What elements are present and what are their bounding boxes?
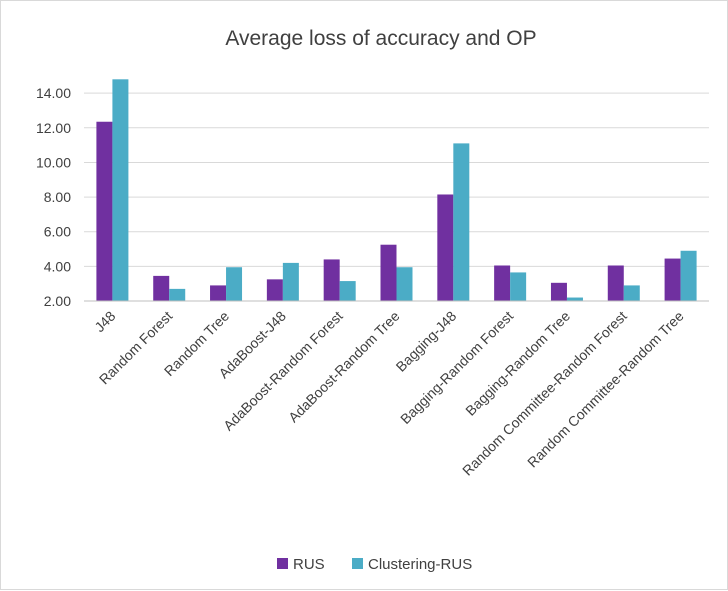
bar-rus (380, 244, 397, 301)
x-category-label: AdaBoost-Random Forest (220, 308, 346, 434)
x-category-label: AdaBoost-Random Tree (285, 308, 403, 426)
bar-rus (494, 265, 511, 301)
y-tick-label: 14.00 (36, 85, 71, 101)
legend: RUS Clustering-RUS (277, 556, 472, 573)
legend-label: Clustering-RUS (368, 556, 472, 573)
bar-rus (153, 275, 170, 301)
bar-rus (607, 265, 624, 301)
y-tick-label: 2.00 (44, 293, 71, 309)
bar-clustering-rus (453, 143, 470, 301)
chart-title: Average loss of accuracy and OP (225, 27, 536, 50)
bar-rus (266, 279, 283, 301)
y-tick-label: 10.00 (36, 154, 71, 170)
x-category-label: Bagging-Random Tree (462, 308, 573, 419)
x-category-label: J48 (91, 308, 118, 335)
y-tick-label: 6.00 (44, 224, 71, 240)
legend-swatch (277, 558, 288, 569)
bar-clustering-rus (680, 250, 697, 301)
y-tick-label: 8.00 (44, 189, 71, 205)
bar-rus (664, 258, 681, 301)
bar-clustering-rus (226, 267, 243, 301)
bar-rus (210, 285, 227, 301)
y-tick-label: 4.00 (44, 258, 71, 274)
legend-swatch (352, 558, 363, 569)
gridlines (84, 92, 709, 267)
bar-clustering-rus (566, 297, 583, 301)
bar-rus (550, 282, 567, 301)
bar-clustering-rus (282, 262, 299, 301)
bars (96, 79, 697, 301)
bar-clustering-rus (169, 288, 186, 301)
bar-rus (96, 121, 113, 301)
bar-clustering-rus (112, 79, 129, 301)
y-tick-label: 12.00 (36, 120, 71, 136)
bar-rus (323, 259, 340, 301)
bar-rus (437, 194, 454, 301)
bar-clustering-rus (510, 272, 527, 301)
bar-clustering-rus (396, 267, 413, 301)
bar-clustering-rus (339, 281, 356, 301)
y-axis-tick-labels: 2.00 4.00 6.00 8.00 10.00 12.00 14.00 (36, 85, 71, 309)
x-category-label: Bagging-Random Forest (397, 308, 516, 427)
legend-label: RUS (293, 556, 325, 573)
bar-clustering-rus (623, 285, 640, 301)
